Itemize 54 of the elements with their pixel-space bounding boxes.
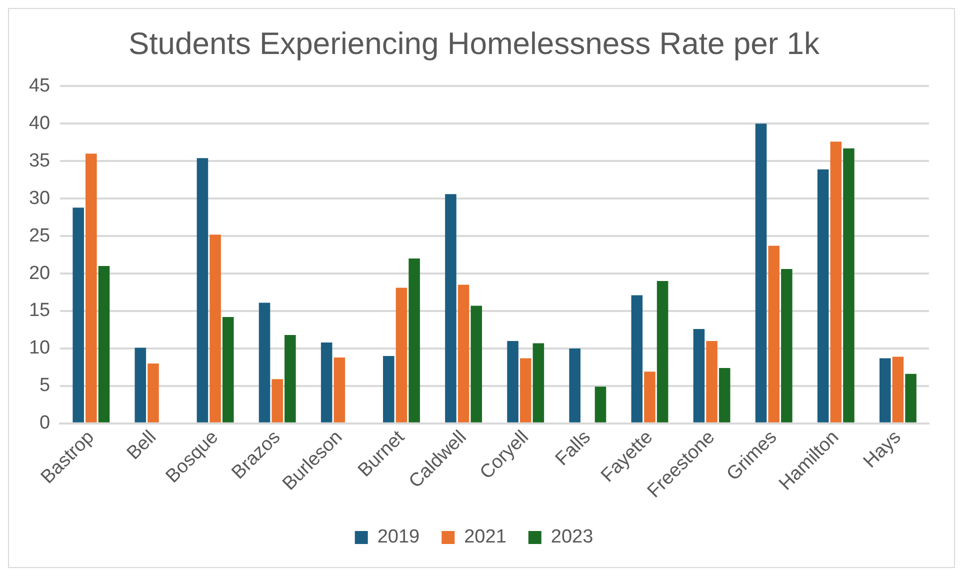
bar [892,356,904,422]
bar [507,340,518,422]
bar [781,269,792,422]
bar [843,148,854,422]
bar [98,266,110,422]
bar [693,328,705,422]
y-tick-label: 5 [40,375,50,396]
bar [383,356,394,422]
y-tick-label: 10 [28,338,50,359]
bar [470,306,482,422]
bar [272,379,283,422]
bar [210,234,221,422]
y-tick-label: 45 [28,75,50,96]
bar [755,124,767,422]
x-tick-label: Bell [123,426,160,464]
bar [196,158,208,422]
legend-label: 2021 [464,526,506,548]
bar [594,386,606,422]
y-tick-label: 20 [28,262,50,284]
bar [445,194,456,422]
bar [334,357,346,422]
bar [458,284,470,422]
y-tick-label: 35 [28,150,50,172]
bar [905,374,916,422]
bar [817,169,829,422]
bar [768,246,780,422]
bar [222,316,234,422]
bar [72,208,84,422]
y-tick-label: 0 [40,412,50,434]
y-tick-label: 15 [28,300,50,322]
bar [718,368,730,422]
bar [880,358,891,422]
bar [532,343,544,422]
bar [706,340,718,422]
bar [408,258,420,422]
y-tick-label: 25 [28,225,50,246]
bar [148,363,159,422]
bar [830,142,842,422]
chart-title: Students Experiencing Homelessness Rate per 1k [128,26,820,62]
bar [656,281,668,422]
bar [258,302,270,422]
bar [134,348,146,422]
bar [396,288,408,422]
bar [86,154,97,422]
bar [320,342,332,422]
y-tick-label: 30 [28,188,50,209]
bar [284,334,296,422]
bar [569,348,580,422]
y-tick-label: 40 [28,112,50,134]
legend-label: 2023 [550,526,594,548]
legend-label: 2019 [377,526,420,548]
bar [644,372,656,422]
bar [520,358,532,422]
bar [631,295,643,422]
